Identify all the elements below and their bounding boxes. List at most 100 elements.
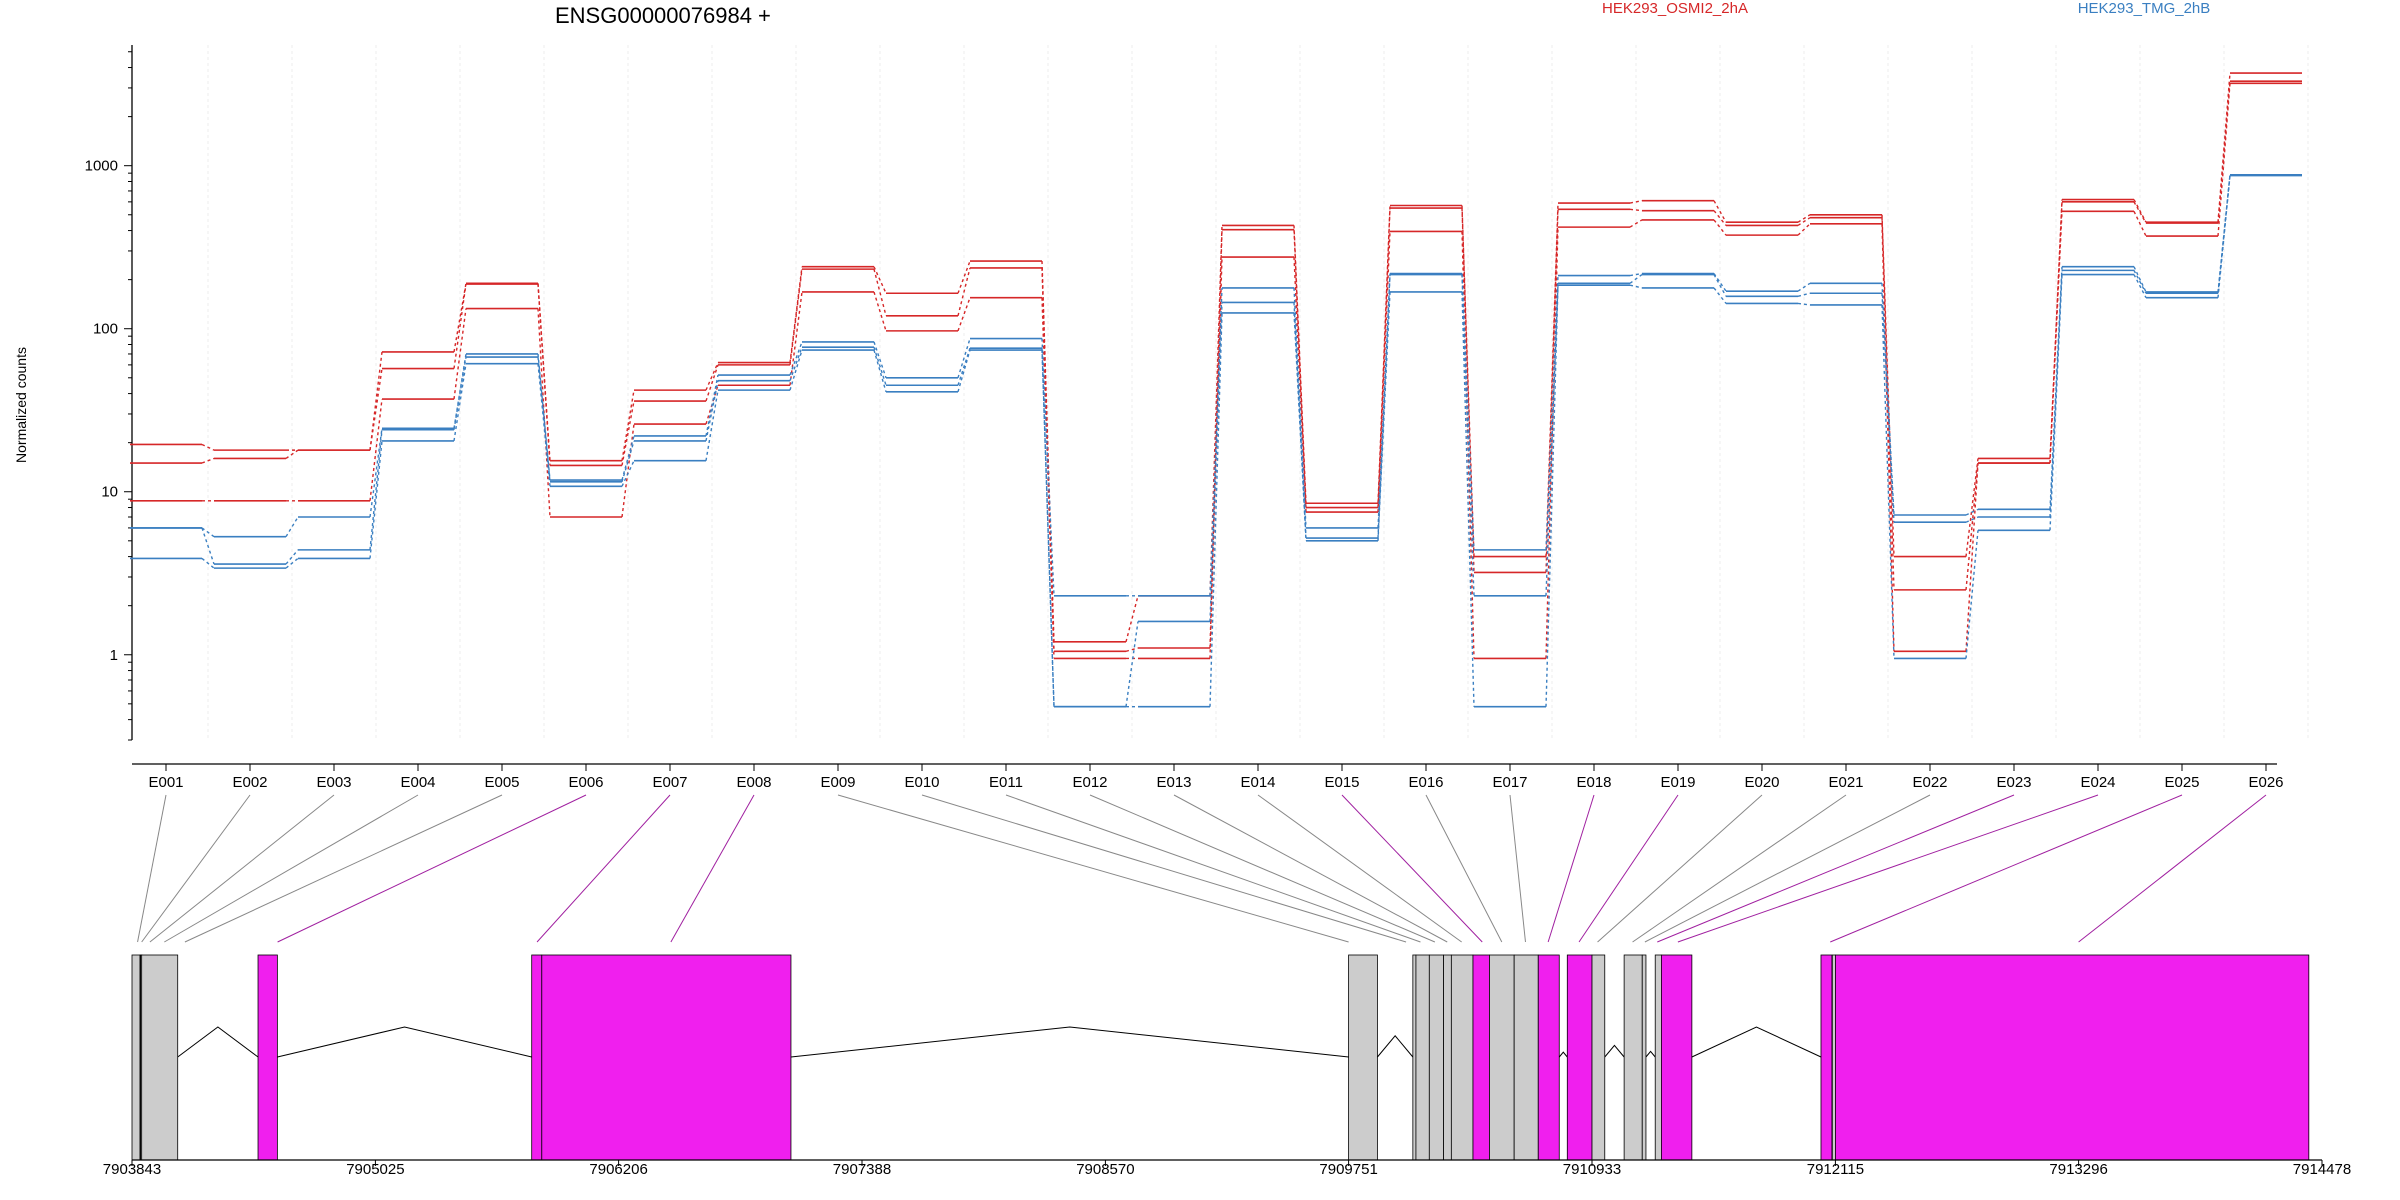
x-tick-label: E010 bbox=[904, 774, 939, 791]
x-tick-label: E004 bbox=[400, 774, 435, 791]
genomic-tick-label: 7909751 bbox=[1319, 1161, 1377, 1178]
exon-transition bbox=[1125, 621, 1139, 707]
exon-box bbox=[1831, 954, 1836, 1161]
exon-connector bbox=[1425, 794, 1503, 943]
exon-transition bbox=[1713, 200, 1727, 223]
x-tick-label: E021 bbox=[1828, 774, 1863, 791]
legend-entry-tmg: HEK293_TMG_2hB bbox=[2078, 0, 2211, 17]
exon-transition bbox=[2133, 274, 2147, 299]
exon-box bbox=[1412, 954, 1417, 1161]
y-tick-label: 1000 bbox=[85, 158, 118, 175]
exon-transition bbox=[1461, 205, 1475, 557]
genomic-tick-label: 7903843 bbox=[103, 1161, 161, 1178]
exon-transition bbox=[1461, 207, 1475, 573]
exon-box bbox=[1428, 954, 1444, 1161]
exon-transition bbox=[453, 356, 467, 430]
genomic-tick-label: 7913296 bbox=[2049, 1161, 2107, 1178]
exon-transition bbox=[1797, 302, 1811, 306]
exon-transition bbox=[789, 349, 803, 391]
exon-connector bbox=[1644, 794, 1931, 943]
highlighted-exon bbox=[541, 954, 792, 1161]
intron-line bbox=[1377, 1034, 1414, 1058]
exon-transition bbox=[1797, 217, 1811, 227]
exon-transition bbox=[453, 283, 467, 369]
exon-transition bbox=[873, 266, 887, 294]
x-tick-label: E025 bbox=[2164, 774, 2199, 791]
x-tick-label: E022 bbox=[1912, 774, 1947, 791]
exon-transition bbox=[2217, 83, 2231, 237]
x-tick-label: E011 bbox=[989, 774, 1023, 791]
exon-transition bbox=[1461, 231, 1475, 659]
x-tick-label: E006 bbox=[568, 774, 603, 791]
x-grid bbox=[207, 45, 2309, 740]
exon-transition bbox=[789, 269, 803, 365]
exon-connector bbox=[1257, 794, 1462, 943]
genomic-tick-label: 7908570 bbox=[1076, 1161, 1134, 1178]
highlighted-exon bbox=[1660, 954, 1693, 1161]
exon-transition bbox=[201, 527, 215, 538]
exon-transition bbox=[1209, 229, 1223, 649]
exon-connector bbox=[1341, 794, 1483, 943]
exon-box bbox=[1654, 954, 1662, 1161]
exon-box bbox=[1623, 954, 1643, 1161]
genomic-tick-label: 7905025 bbox=[346, 1161, 404, 1178]
exon-connector bbox=[1173, 794, 1448, 943]
genomic-tick-label: 7912115 bbox=[1807, 1161, 1864, 1178]
intron-line bbox=[277, 1026, 532, 1058]
exon-connector bbox=[1089, 794, 1436, 943]
exon-connector bbox=[670, 794, 755, 943]
highlighted-exon bbox=[1566, 954, 1593, 1161]
exon-transition bbox=[1629, 200, 1643, 204]
exon-connector bbox=[277, 794, 587, 943]
highlighted-exon bbox=[1820, 954, 1833, 1161]
x-tick-label: E014 bbox=[1240, 774, 1275, 791]
highlighted-exon bbox=[1472, 954, 1490, 1161]
intron-line bbox=[1645, 1050, 1656, 1058]
y-tick-label: 10 bbox=[101, 484, 118, 501]
exon-transition bbox=[705, 364, 719, 402]
exon-transition bbox=[1293, 257, 1307, 513]
exon-transition bbox=[369, 440, 383, 559]
exon-transition bbox=[705, 374, 719, 437]
exon-transition bbox=[1881, 283, 1895, 516]
exon-transition bbox=[2133, 199, 2147, 223]
exon-transition bbox=[1377, 274, 1391, 539]
exon-box bbox=[1489, 954, 1515, 1161]
exon-transition bbox=[1797, 223, 1811, 236]
exon-transition bbox=[201, 557, 215, 569]
exon-transition bbox=[957, 297, 971, 332]
exon-transition bbox=[1965, 462, 1979, 652]
exon-box bbox=[1450, 954, 1474, 1161]
highlighted-exon bbox=[1537, 954, 1560, 1161]
exon-transition bbox=[1293, 229, 1307, 508]
exon-connector bbox=[1005, 794, 1421, 943]
exon-connector bbox=[1657, 794, 2015, 943]
exon-transition bbox=[957, 349, 971, 393]
exon-transition bbox=[1209, 302, 1223, 622]
exon-transition bbox=[2133, 211, 2147, 237]
x-tick-label: E023 bbox=[1996, 774, 2031, 791]
exon-transition bbox=[1797, 214, 1811, 223]
x-tick-label: E005 bbox=[484, 774, 519, 791]
exon-transition bbox=[957, 267, 971, 316]
exon-transition bbox=[2133, 266, 2147, 293]
gene-model: 7903843 7905025 7906206 7907388 7908570 79097… bbox=[103, 954, 2351, 1178]
exon-transition bbox=[2049, 266, 2063, 510]
x-tick-label: E013 bbox=[1156, 774, 1191, 791]
exon-transition bbox=[621, 440, 635, 483]
genomic-tick-label: 7910933 bbox=[1563, 1161, 1621, 1178]
x-tick-label: E026 bbox=[2248, 774, 2283, 791]
exon-box bbox=[1415, 954, 1430, 1161]
exon-connector bbox=[184, 794, 503, 943]
x-tick-label: E017 bbox=[1492, 774, 1527, 791]
exon-transition bbox=[2133, 270, 2147, 294]
exon-connector bbox=[1677, 794, 2099, 943]
exon-transition bbox=[1713, 273, 1727, 292]
genomic-tick-label: 7914478 bbox=[2293, 1161, 2351, 1178]
exon-transition bbox=[1461, 273, 1475, 550]
exon-transition bbox=[873, 268, 887, 316]
exon-transition bbox=[1377, 231, 1391, 513]
exon-connector bbox=[921, 794, 1407, 943]
x-tick-label: E003 bbox=[316, 774, 351, 791]
exon-transition bbox=[957, 347, 971, 386]
